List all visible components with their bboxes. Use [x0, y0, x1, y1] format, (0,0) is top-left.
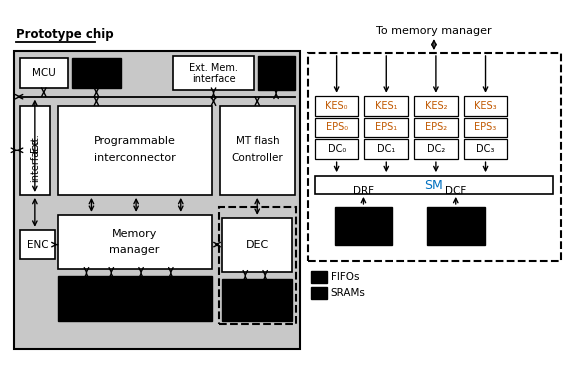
Text: DC₁: DC₁	[377, 144, 395, 154]
Bar	[315, 96, 359, 116]
Bar	[414, 139, 458, 159]
Text: EPS₂: EPS₂	[425, 122, 447, 133]
Text: DCF: DCF	[445, 186, 466, 196]
Bar	[20, 106, 50, 195]
Text: interface: interface	[192, 74, 236, 84]
Text: EPS₁: EPS₁	[375, 122, 397, 133]
Text: Memory: Memory	[112, 229, 158, 239]
Bar	[20, 230, 54, 260]
Bar	[14, 51, 300, 349]
Bar	[364, 117, 408, 138]
Text: DC₂: DC₂	[427, 144, 445, 154]
Bar	[335, 207, 393, 245]
Bar	[58, 215, 211, 269]
Text: KES₁: KES₁	[375, 101, 398, 111]
Bar	[311, 287, 327, 299]
Text: interconnector: interconnector	[94, 153, 175, 163]
Text: DC₀: DC₀	[328, 144, 346, 154]
Text: KES₂: KES₂	[425, 101, 447, 111]
Text: SRAMs: SRAMs	[331, 288, 366, 298]
Bar	[58, 106, 211, 195]
Bar	[364, 96, 408, 116]
Text: SM: SM	[425, 179, 444, 192]
Bar	[20, 58, 68, 88]
Text: ENC: ENC	[26, 240, 48, 250]
Text: MT flash: MT flash	[236, 136, 280, 146]
Bar	[414, 96, 458, 116]
Text: To memory manager: To memory manager	[376, 26, 492, 36]
Text: DC₃: DC₃	[476, 144, 494, 154]
Text: EPS₀: EPS₀	[325, 122, 348, 133]
Text: EPS₃: EPS₃	[474, 122, 497, 133]
Text: Programmable: Programmable	[93, 136, 175, 146]
Bar	[173, 56, 254, 90]
Text: DEC: DEC	[246, 240, 269, 250]
Bar	[258, 56, 295, 90]
Text: MCU: MCU	[32, 68, 56, 78]
Bar	[414, 117, 458, 138]
Bar	[364, 139, 408, 159]
Text: FIFOs: FIFOs	[331, 272, 359, 282]
Text: Ext. Mem.: Ext. Mem.	[189, 63, 238, 73]
Bar	[58, 276, 211, 321]
Bar	[222, 279, 292, 321]
Text: KES₀: KES₀	[325, 101, 348, 111]
Text: manager: manager	[109, 245, 160, 255]
Bar	[427, 207, 485, 245]
Bar	[311, 271, 327, 283]
Text: KES₃: KES₃	[474, 101, 497, 111]
Bar	[222, 218, 292, 272]
Bar	[464, 139, 507, 159]
Bar	[315, 176, 553, 194]
Bar	[72, 58, 121, 88]
Bar	[308, 53, 561, 261]
Text: interface: interface	[30, 138, 40, 182]
Bar	[464, 117, 507, 138]
Bar	[218, 207, 296, 324]
Text: Prototype chip: Prototype chip	[16, 28, 113, 41]
Text: Controller: Controller	[232, 153, 284, 163]
Bar	[315, 117, 359, 138]
Text: DRF: DRF	[353, 186, 374, 196]
Bar	[221, 106, 295, 195]
Bar	[315, 139, 359, 159]
Bar	[464, 96, 507, 116]
Text: Ext.: Ext.	[30, 133, 40, 152]
